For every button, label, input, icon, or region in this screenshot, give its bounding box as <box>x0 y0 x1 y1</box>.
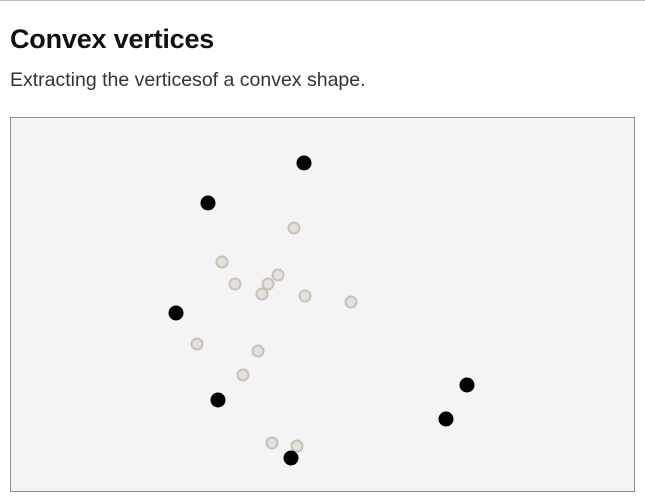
interior-point[interactable] <box>236 368 250 382</box>
page-subtitle: Extracting the verticesof a convex shape… <box>10 69 366 91</box>
top-divider <box>0 0 645 1</box>
convex-vertex-point[interactable] <box>168 305 184 321</box>
plot-canvas[interactable] <box>10 117 635 492</box>
interior-point[interactable] <box>255 287 269 301</box>
convex-vertex-point[interactable] <box>200 195 216 211</box>
interior-point[interactable] <box>265 436 279 450</box>
interior-point[interactable] <box>271 268 285 282</box>
interior-point[interactable] <box>287 221 301 235</box>
convex-vertex-point[interactable] <box>459 377 475 393</box>
convex-vertex-point[interactable] <box>438 411 454 427</box>
interior-point[interactable] <box>190 337 204 351</box>
convex-vertex-point[interactable] <box>296 155 312 171</box>
interior-point[interactable] <box>298 289 312 303</box>
points-plot[interactable] <box>11 118 634 491</box>
interior-point[interactable] <box>228 277 242 291</box>
interior-point[interactable] <box>251 344 265 358</box>
interior-point[interactable] <box>261 277 275 291</box>
convex-vertex-point[interactable] <box>283 450 299 466</box>
interior-point[interactable] <box>344 295 358 309</box>
convex-vertex-point[interactable] <box>210 392 226 408</box>
interior-point[interactable] <box>290 439 304 453</box>
page-title: Convex vertices <box>10 24 215 54</box>
interior-point[interactable] <box>215 255 229 269</box>
